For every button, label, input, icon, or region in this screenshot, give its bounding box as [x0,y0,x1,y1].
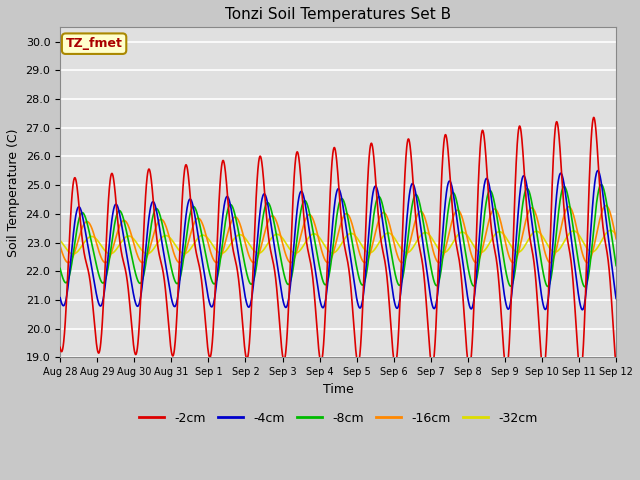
Legend: -2cm, -4cm, -8cm, -16cm, -32cm: -2cm, -4cm, -8cm, -16cm, -32cm [134,407,542,430]
Y-axis label: Soil Temperature (C): Soil Temperature (C) [7,128,20,257]
Title: Tonzi Soil Temperatures Set B: Tonzi Soil Temperatures Set B [225,7,451,22]
X-axis label: Time: Time [323,383,353,396]
Text: TZ_fmet: TZ_fmet [66,37,122,50]
